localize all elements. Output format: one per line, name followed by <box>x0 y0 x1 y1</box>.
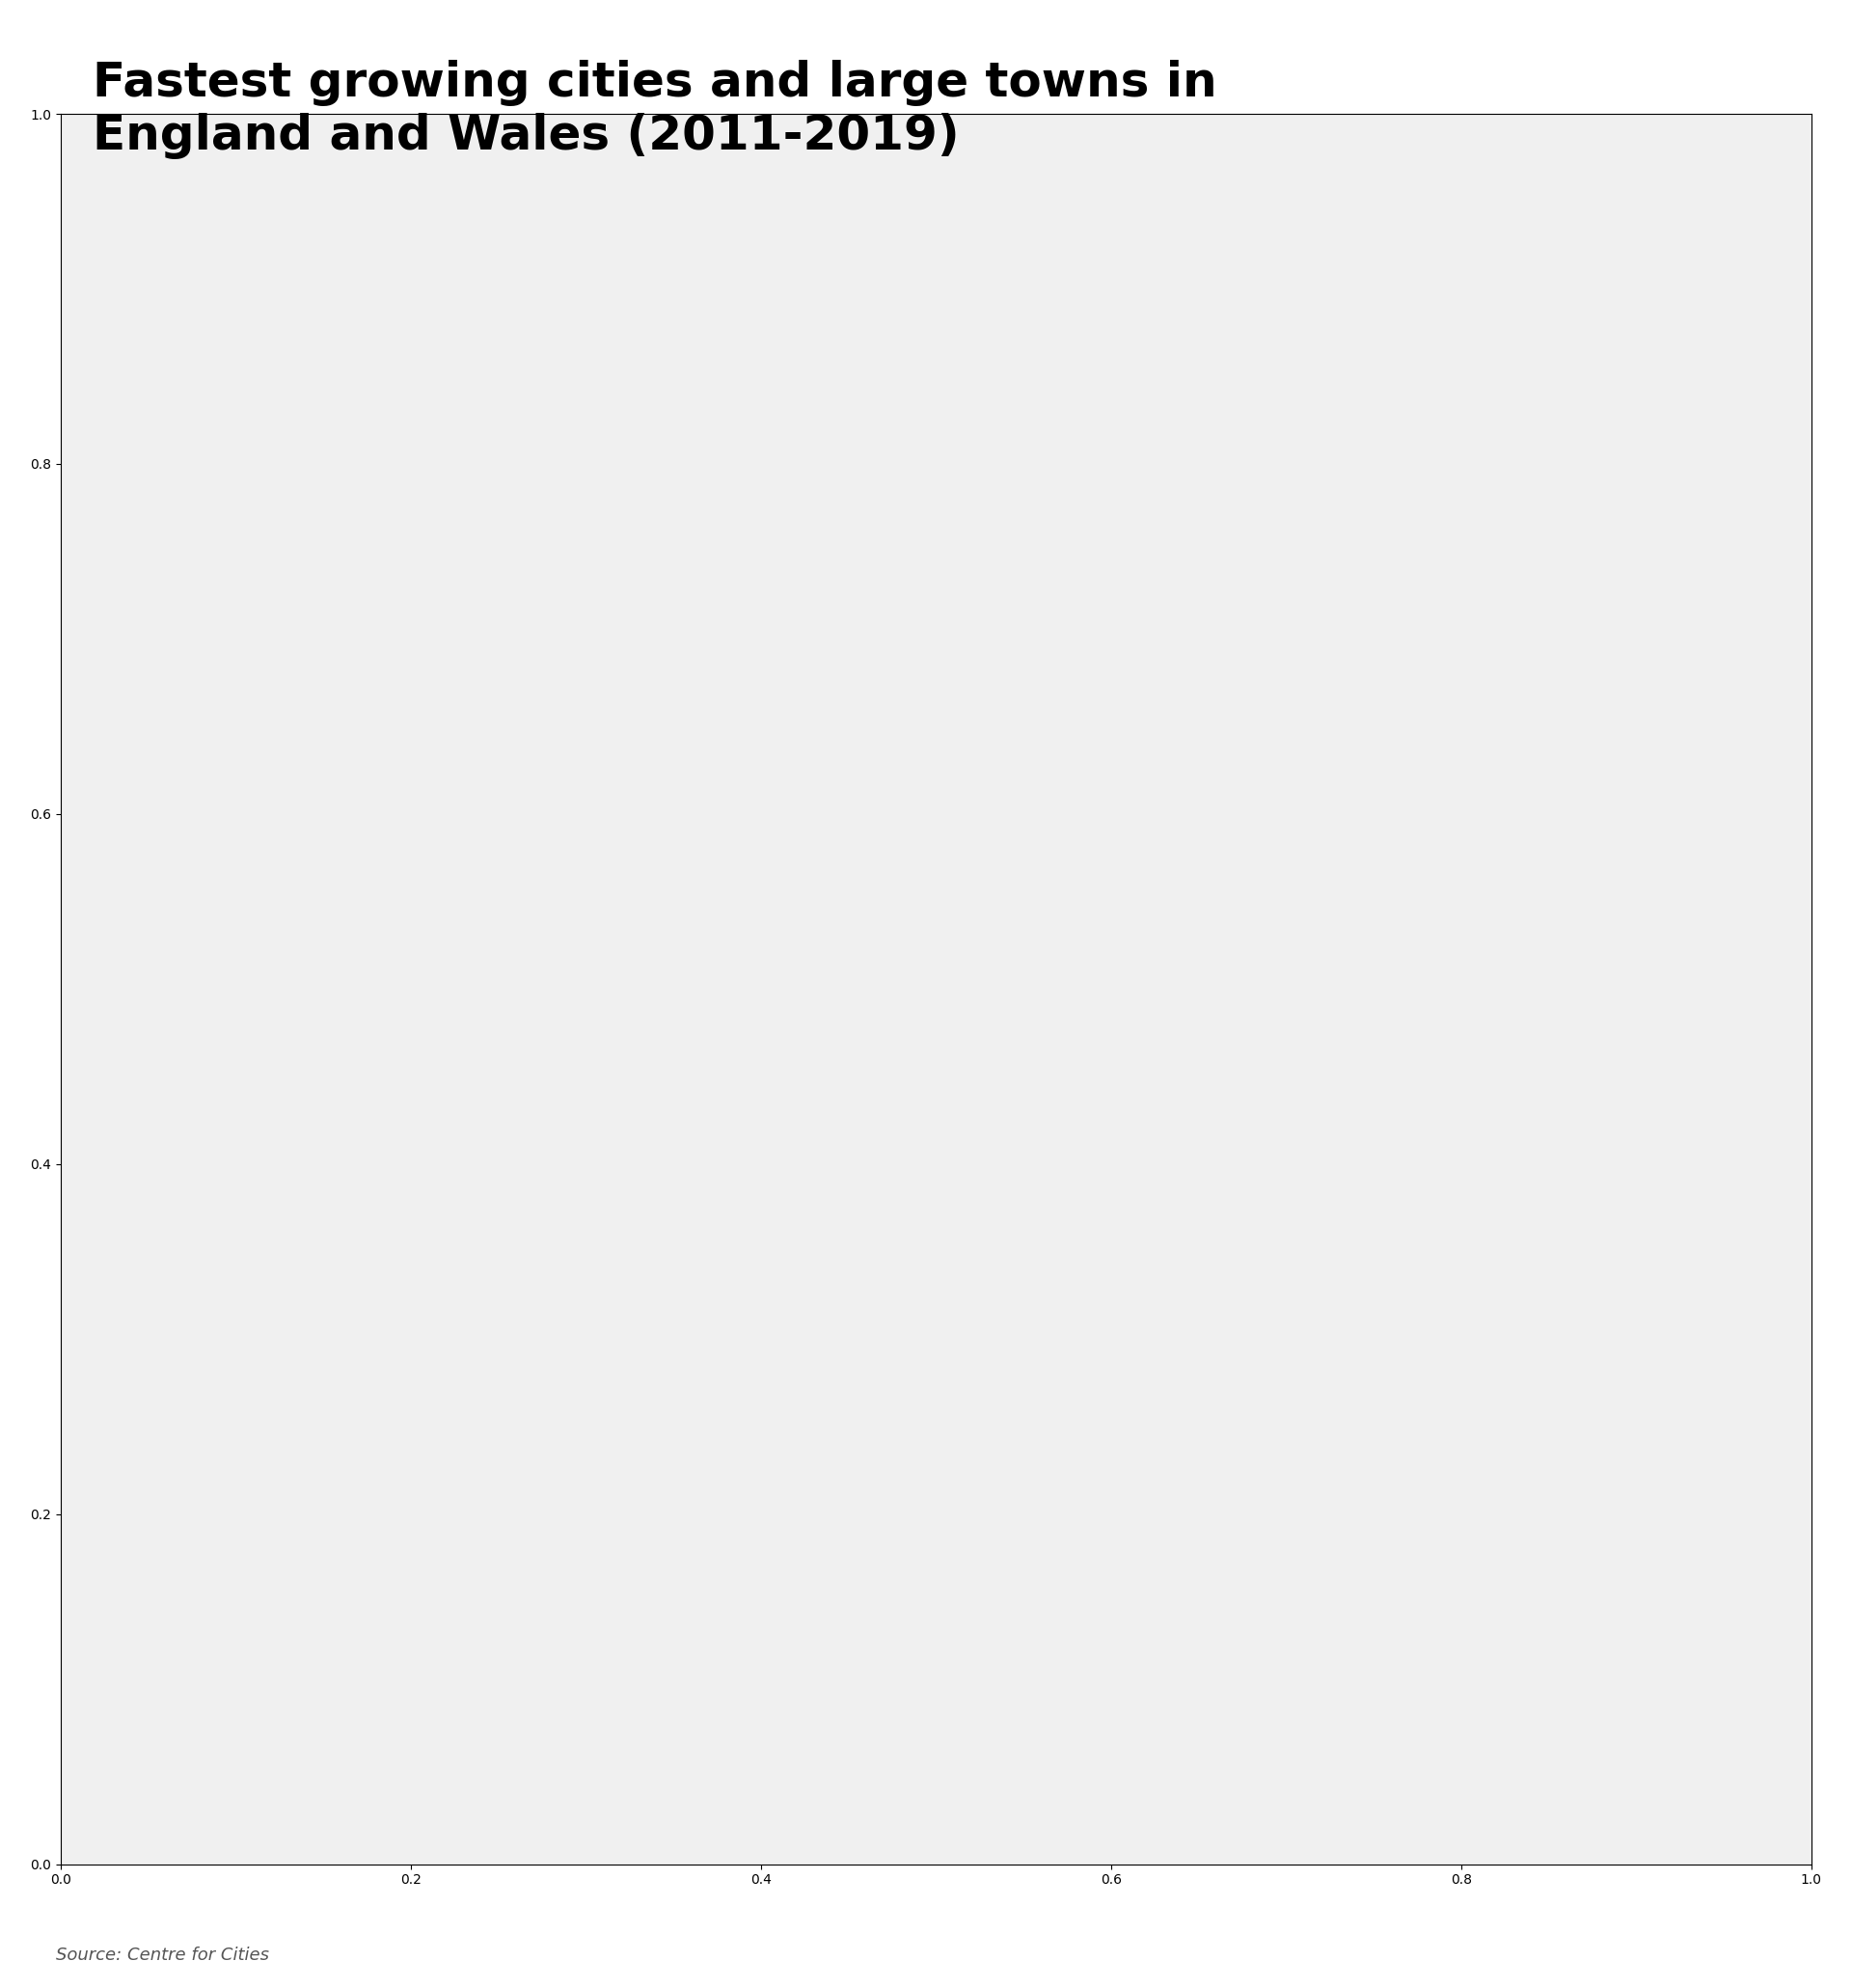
Text: Fastest growing cities and large towns in
England and Wales (2011-2019): Fastest growing cities and large towns i… <box>93 60 1217 159</box>
Text: Source: Centre for Cities: Source: Centre for Cities <box>56 1946 269 1964</box>
Text: BBC: BBC <box>1689 1930 1756 1958</box>
